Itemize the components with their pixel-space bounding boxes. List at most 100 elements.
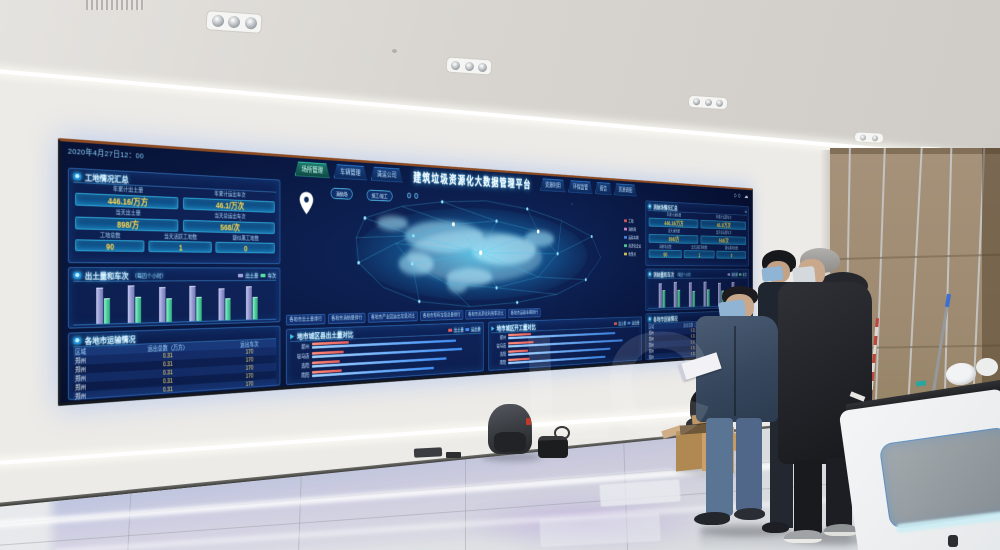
chart-legend: 出土量 运出量: [448, 325, 481, 333]
wall-shadow: [830, 148, 1000, 154]
ceiling-spotlight: [687, 94, 729, 111]
desk-caster: [948, 535, 958, 547]
panel-icon: [290, 333, 295, 339]
ceiling-spotlight: [853, 131, 885, 144]
stat-cell: 当天活跃场地数 1: [683, 245, 715, 259]
cloud-mini-icon: ☁: [744, 209, 747, 214]
shadow: [482, 452, 542, 462]
legend-item: 资源化企业: [623, 242, 641, 249]
stat-cell: 消纳场总数 90: [648, 245, 682, 259]
panel-site-summary: 工地情况汇总 年累计出土量 446.16/万方 年累计运出车次 46.1/万次 当天…: [67, 167, 281, 265]
chart-legend: 出土量 车次: [237, 271, 276, 279]
backpack: [486, 404, 536, 460]
shoe: [762, 522, 789, 533]
panel-icon: [73, 272, 82, 279]
stat-cell: 年累计运出车次 46.1/万次: [183, 190, 275, 213]
stat-cell: 年累计运回车次 46.1/万次: [700, 215, 747, 230]
shoulder-bag: [538, 426, 570, 458]
nav-item-reports[interactable]: 报告: [595, 182, 611, 195]
ceiling-sensor: [392, 49, 397, 53]
stat-cell: 当天消纳量 898/方: [648, 228, 699, 244]
chart-legend: 出土量 运出量: [613, 319, 639, 326]
panel-icon: [73, 337, 82, 345]
sneaker: [824, 524, 857, 536]
reception-desk: [838, 355, 1000, 550]
flat-case: [446, 452, 461, 458]
jeans-leg: [706, 418, 733, 516]
stat-cell: 当天活跃工地数 1: [148, 234, 212, 254]
leg: [794, 460, 822, 534]
legend-item: 告警点: [623, 251, 641, 257]
legend-item: 运输车辆: [623, 234, 641, 241]
panel-title: 各地市运输情况: [84, 333, 136, 346]
map-filter-pill-2[interactable]: 施工/竣工: [366, 189, 393, 202]
jeans-leg: [736, 418, 762, 512]
panel-title: 工地情况汇总: [84, 171, 129, 185]
panel-title: 地市城区开工量对比: [496, 322, 536, 332]
stat-cell: 年累计出土量 446.16/万方: [75, 185, 179, 210]
panel-icon: [73, 172, 82, 181]
tab-item[interactable]: 各地市出土量排行: [285, 313, 326, 326]
air-vent: [86, 0, 144, 10]
panel-compare-left: 地市城区县出土量对比 出土量 运出量 郑州 驻马店 洛阳 南阳: [285, 321, 484, 386]
panel-icon: [647, 203, 652, 209]
nav-item-companies[interactable]: 清运公司: [371, 166, 403, 182]
shoe: [694, 512, 730, 525]
nav-item-supervision[interactable]: 环保监管: [568, 180, 592, 194]
stat-cell: 工地总数 90: [75, 232, 145, 253]
legend-item: 消纳场: [623, 226, 641, 233]
map-filter-pill-1[interactable]: 消纳场: [330, 187, 353, 200]
nav-item-vehicles[interactable]: 车辆管理: [334, 164, 367, 180]
person-front-blue-jacket: [678, 286, 784, 538]
stat-cell: 当天总运回车次 568/次: [700, 230, 747, 245]
panel-disposal-summary: 消纳场情况汇总 ☁ 年累计消纳量 446.16/万方 年累计运回车次 46.1/万次 …: [645, 200, 749, 267]
tab-item[interactable]: 各地市资源化利用率对比: [465, 309, 507, 320]
map-zoom-in-button[interactable]: [407, 192, 412, 199]
network-map: 消纳场 施工/竣工 工地 消纳场 运输车辆 资源化企业 告警点: [286, 180, 642, 311]
panel-icon: [491, 325, 495, 331]
stat-cell: 当天总运出车次 568/次: [183, 212, 275, 234]
cloud-icon: ☁: [744, 192, 749, 201]
nav-item-dispatch[interactable]: 资源调配: [614, 183, 637, 196]
panel-title: 消纳量和车次: [653, 270, 675, 278]
legend-item: 工地: [623, 217, 641, 224]
small-object: [915, 380, 927, 387]
plastic-bag: [944, 361, 978, 387]
panel-title: 各地市运输情况: [653, 314, 678, 323]
topbar-mini-icons: [734, 193, 741, 198]
zipper: [734, 326, 736, 416]
stat-cell: 疑似黑场地数 0: [716, 246, 747, 260]
panel-compare-right: 地市城区开工量对比 出土量 运出量 郑州 驻马店 洛阳 南阳: [488, 316, 643, 371]
tab-item[interactable]: 各地市产业园运出垃圾对比: [367, 311, 418, 323]
tab-item[interactable]: 各地市现有垃圾总量排行: [420, 310, 464, 322]
sneaker: [784, 530, 822, 543]
eye-icon: [738, 193, 741, 198]
nav-item-venues[interactable]: 场所管理: [295, 161, 330, 178]
panel-site-transport-table: 各地市运输情况 区域 运出总数（万方） 运出车次 郑州 0.31 170 郑州 0.31 1…: [67, 325, 281, 401]
panel-title: 消纳场情况汇总: [653, 203, 678, 212]
panel-icon: [647, 272, 652, 277]
stat-cell: 疑似黑工地数 0: [215, 235, 275, 254]
flat-case: [413, 447, 443, 458]
signal-icon: [734, 193, 737, 198]
map-zoom-out-button[interactable]: [414, 192, 419, 199]
location-pin-icon: [299, 191, 314, 215]
nav-item-resource-use[interactable]: 资源利用: [540, 178, 565, 192]
tab-item[interactable]: 各地市运输车辆排行: [508, 308, 541, 319]
shoe: [734, 508, 765, 520]
ceiling-spotlight: [445, 56, 493, 76]
panel-title: 出土量和车次: [84, 270, 129, 281]
led-video-wall: 2020年4月27日12：00 场所管理 车辆管理 清运公司 建筑垃圾资源化大数…: [58, 138, 753, 406]
bar-chart: [73, 282, 277, 326]
stat-cell: 年累计消纳量 446.16/万方: [648, 212, 699, 229]
globe-mesh-graphic: [299, 191, 642, 311]
panel-site-bar-chart: 出土量和车次 （每四个小时） 出土量 车次: [67, 267, 281, 329]
tab-item[interactable]: 各地市消纳量排行: [328, 312, 366, 325]
chart-legend: 消纳量 车次: [727, 271, 747, 277]
dashboard: 2020年4月27日12：00 场所管理 车辆管理 清运公司 建筑垃圾资源化大数…: [60, 141, 752, 403]
stat-cell: 当天出土量 898/方: [75, 208, 179, 232]
map-legend: 工地 消纳场 运输车辆 资源化企业 告警点: [623, 217, 641, 257]
panel-icon: [647, 316, 652, 322]
